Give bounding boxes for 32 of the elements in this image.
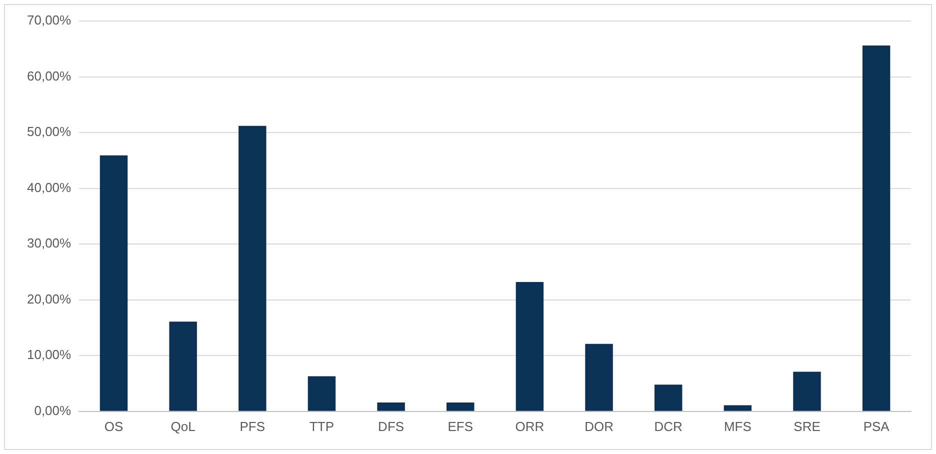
- bar: [516, 282, 544, 411]
- x-tick-label: DOR: [584, 418, 614, 434]
- x-tick-label: MFS: [724, 418, 752, 434]
- x-tick-label: TTP: [309, 418, 334, 434]
- x-tick-label: PSA: [863, 418, 890, 434]
- y-tick-label: 60,00%: [26, 68, 72, 84]
- x-tick-label: OS: [104, 418, 124, 434]
- bar: [793, 372, 821, 411]
- x-tick-label: DFS: [378, 418, 404, 434]
- x-tick-label: PFS: [240, 418, 266, 434]
- bar: [238, 126, 266, 411]
- y-tick-label: 20,00%: [26, 291, 72, 306]
- x-tick-label: DCR: [654, 418, 682, 434]
- bar: [100, 155, 128, 411]
- x-tick-label: ORR: [515, 418, 544, 434]
- y-tick-label: 0,00%: [34, 402, 72, 418]
- x-tick-label: SRE: [794, 418, 821, 434]
- bar: [169, 322, 197, 411]
- y-tick-label: 50,00%: [26, 124, 72, 140]
- x-tick-label: QoL: [170, 418, 196, 434]
- y-tick-label: 40,00%: [26, 180, 72, 195]
- bar: [446, 402, 474, 411]
- bar: [862, 46, 890, 411]
- bar: [377, 402, 405, 411]
- y-tick-label: 10,00%: [26, 347, 72, 362]
- bar: [308, 376, 336, 411]
- bar: [724, 405, 752, 411]
- bar: [585, 344, 613, 411]
- bar: [654, 384, 682, 411]
- y-tick-label: 70,00%: [26, 12, 72, 28]
- x-tick-label: EFS: [448, 418, 474, 434]
- y-tick-label: 30,00%: [26, 236, 72, 251]
